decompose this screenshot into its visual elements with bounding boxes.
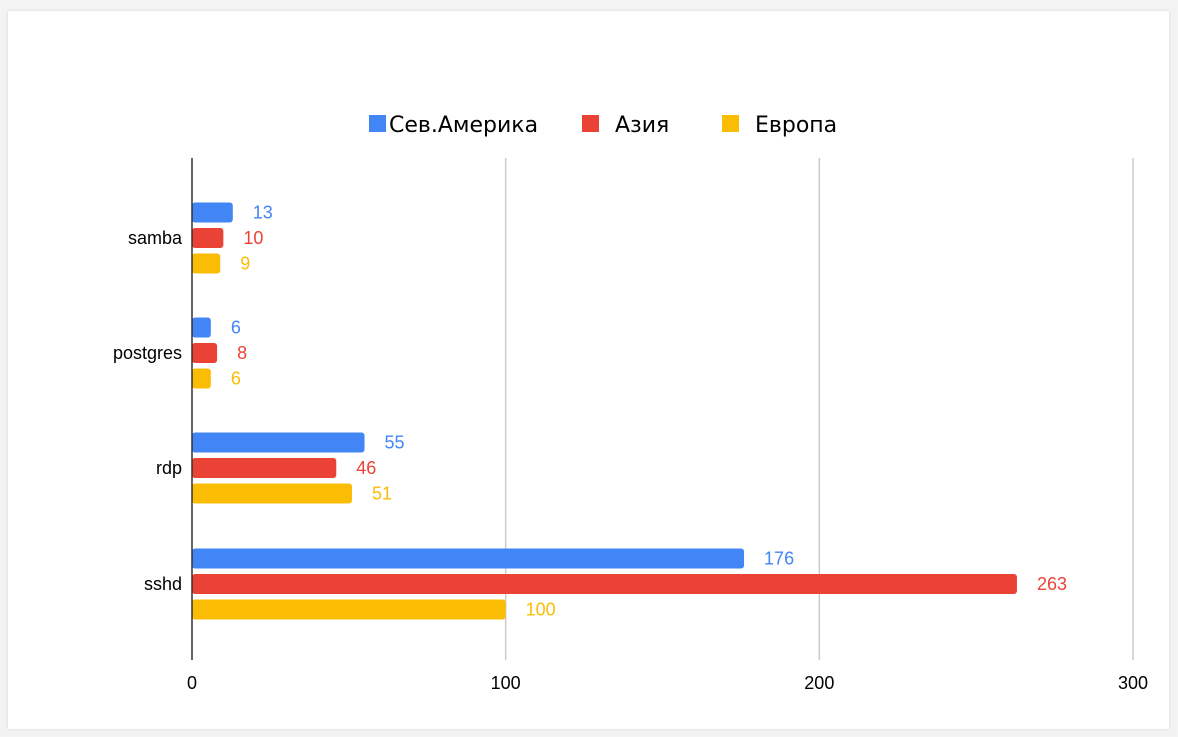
bar bbox=[192, 548, 745, 569]
category-labels: samba postgres rdp sshd bbox=[113, 228, 183, 594]
tick-label: 0 bbox=[187, 673, 197, 693]
bar bbox=[192, 599, 506, 620]
category-label: samba bbox=[128, 228, 183, 248]
bar bbox=[192, 483, 352, 504]
data-label: 13 bbox=[253, 203, 273, 223]
data-label: 9 bbox=[240, 254, 250, 274]
legend-swatch bbox=[582, 115, 599, 132]
bar bbox=[192, 368, 211, 389]
data-label: 263 bbox=[1037, 574, 1067, 594]
legend-label: Сев.Америка bbox=[389, 113, 538, 138]
data-label: 100 bbox=[526, 600, 556, 620]
legend: Сев.Америка Азия Европа bbox=[369, 113, 837, 138]
bar bbox=[192, 253, 221, 274]
bar bbox=[192, 228, 224, 248]
category-label: sshd bbox=[144, 574, 182, 594]
legend-label: Азия bbox=[615, 113, 669, 138]
tick-label: 200 bbox=[804, 673, 834, 693]
bar bbox=[192, 574, 1017, 594]
bar bbox=[192, 317, 211, 338]
data-label: 10 bbox=[243, 228, 263, 248]
bar bbox=[192, 202, 233, 223]
value-labels: 13 10 9 6 8 6 55 46 51 176 263 100 bbox=[231, 203, 1067, 620]
data-label: 176 bbox=[764, 549, 794, 569]
category-label: rdp bbox=[156, 458, 182, 478]
category-label: postgres bbox=[113, 343, 182, 363]
data-label: 6 bbox=[231, 369, 241, 389]
tick-label: 100 bbox=[491, 673, 521, 693]
bars bbox=[192, 202, 1017, 620]
legend-swatch bbox=[369, 115, 386, 132]
data-label: 51 bbox=[372, 484, 392, 504]
data-label: 8 bbox=[237, 343, 247, 363]
data-label: 6 bbox=[231, 318, 241, 338]
legend-swatch bbox=[722, 115, 739, 132]
bar bbox=[192, 432, 365, 453]
data-label: 46 bbox=[356, 458, 376, 478]
data-label: 55 bbox=[385, 433, 405, 453]
bar bbox=[192, 458, 337, 478]
legend-label: Европа bbox=[755, 113, 837, 138]
x-tick-labels: 0 100 200 300 bbox=[187, 673, 1148, 693]
bar bbox=[192, 343, 218, 363]
tick-label: 300 bbox=[1118, 673, 1148, 693]
